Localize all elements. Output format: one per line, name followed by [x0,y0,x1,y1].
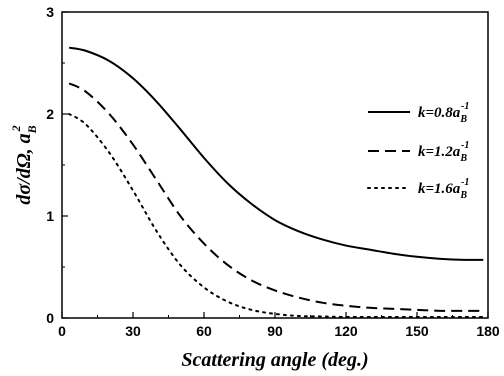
legend-label-sup: -1 [461,140,469,151]
y-axis-title: dσ/dΩ, aB2 [9,125,39,204]
y-axis-title-main: dσ/dΩ, a [13,133,35,204]
legend-label-3: k=1.6aB -1 [418,177,469,201]
x-tick-label: 30 [125,323,141,339]
y-tick-label: 3 [46,4,54,20]
x-tick-label: 60 [196,323,212,339]
x-axis-title: Scattering angle (deg.) [181,349,368,371]
legend-label-sub: B [459,153,467,164]
series-line-2 [68,82,484,312]
series-line-1 [68,46,484,261]
x-tick-label: 180 [476,323,500,339]
legend-label-sub: B [459,190,467,201]
legend: k=0.8aB-1k=1.2aB-1k=1.6aB-1 [367,101,469,201]
tick-labels: 0 30 60 90 120 150 180 0 1 2 3 [46,4,500,339]
legend-label-2: k=1.2aB -1 [418,140,469,164]
legend-label-main: k=0.8a [418,105,461,121]
legend-label-sup: -1 [461,101,469,112]
x-tick-label: 120 [334,323,358,339]
legend-label-sup: -1 [461,177,469,188]
x-tick-label: 150 [405,323,429,339]
y-axis-title-sup: 2 [9,125,23,132]
y-tick-label: 1 [46,208,54,224]
legend-label-sub: B [459,114,467,125]
legend-label-main: k=1.2a [418,144,461,160]
series-line-3 [68,113,485,319]
y-axis-title-sub: B [25,125,39,134]
x-tick-label: 0 [58,323,66,339]
y-tick-label: 0 [46,310,54,326]
axis-ticks [61,11,489,319]
plot-area-frame [61,11,489,319]
y-tick-label: 2 [46,106,54,122]
series-lines [68,46,485,319]
x-tick-label: 90 [267,323,283,339]
legend-label-main: k=1.6a [418,181,461,197]
legend-label-1: k=0.8aB -1 [418,101,469,125]
